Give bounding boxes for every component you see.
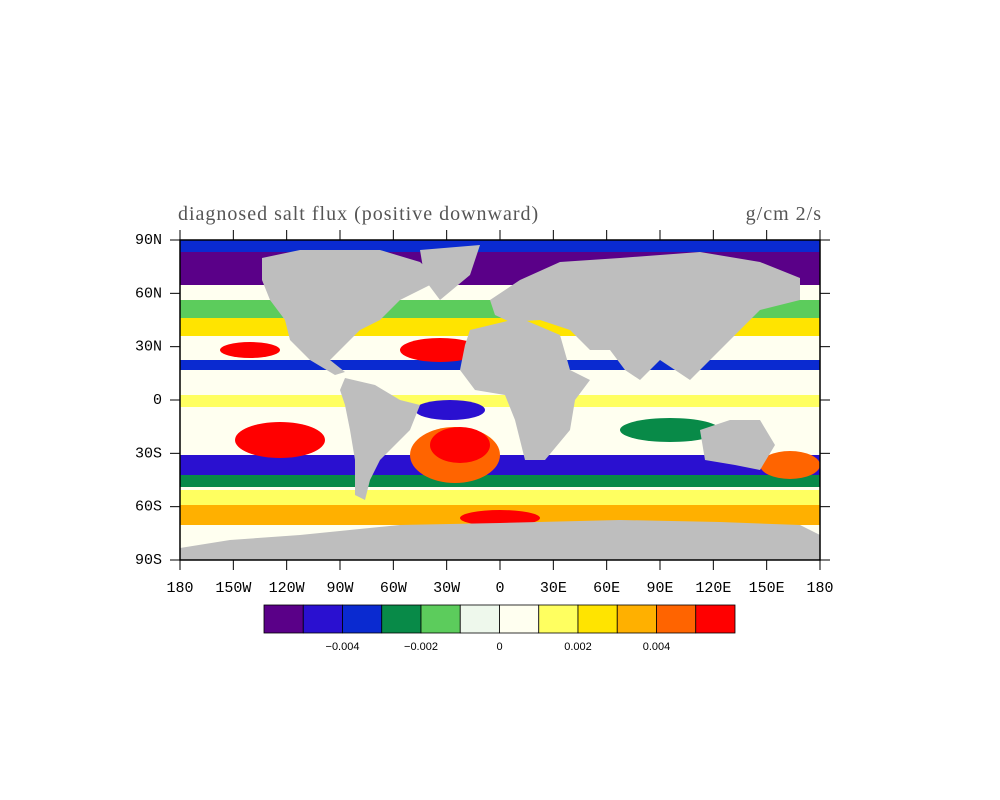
lon-label: 150W xyxy=(215,580,251,597)
lon-label: 30W xyxy=(433,580,460,597)
lon-label: 180 xyxy=(166,580,193,597)
colorbar-label: 0.004 xyxy=(643,641,671,653)
colorbar-box xyxy=(381,604,422,634)
colorbar-box xyxy=(695,604,736,634)
lat-label: 0 xyxy=(153,392,162,409)
colorbar-box xyxy=(538,604,579,634)
lat-label: 90S xyxy=(135,552,162,569)
colorbar-box xyxy=(616,604,657,634)
lon-label: 120W xyxy=(269,580,305,597)
lon-label: 0 xyxy=(495,580,504,597)
lat-label: 90N xyxy=(135,232,162,249)
lon-label: 150E xyxy=(749,580,785,597)
units: g/cm 2/s xyxy=(746,203,822,225)
colorbar-box xyxy=(263,604,304,634)
lon-label: 30E xyxy=(540,580,567,597)
lat-label: 60S xyxy=(135,499,162,516)
lat-label: 30N xyxy=(135,339,162,356)
colorbar-box xyxy=(577,604,618,634)
lon-label: 90W xyxy=(326,580,353,597)
title: diagnosed salt flux (positive downward) xyxy=(178,203,539,225)
lon-label: 120E xyxy=(695,580,731,597)
colorbar-box xyxy=(342,604,383,634)
colorbar: −0.004 −0.002 0 0.002 0.004 xyxy=(263,604,736,653)
lat-label: 30S xyxy=(135,445,162,462)
colorbar-label: 0.002 xyxy=(564,641,592,653)
land xyxy=(180,245,820,560)
colorbar-box xyxy=(302,604,343,634)
lon-label: 60W xyxy=(380,580,407,597)
lon-label: 180 xyxy=(806,580,833,597)
colorbar-label: −0.002 xyxy=(404,641,438,653)
lon-label: 90E xyxy=(646,580,673,597)
colorbar-box xyxy=(459,604,500,634)
colorbar-box xyxy=(420,604,461,634)
lon-label: 60E xyxy=(593,580,620,597)
colorbar-label: 0 xyxy=(496,641,502,653)
colorbar-box xyxy=(656,604,697,634)
colorbar-box xyxy=(499,604,540,634)
colorbar-label: −0.004 xyxy=(326,641,360,653)
lat-label: 60N xyxy=(135,285,162,302)
